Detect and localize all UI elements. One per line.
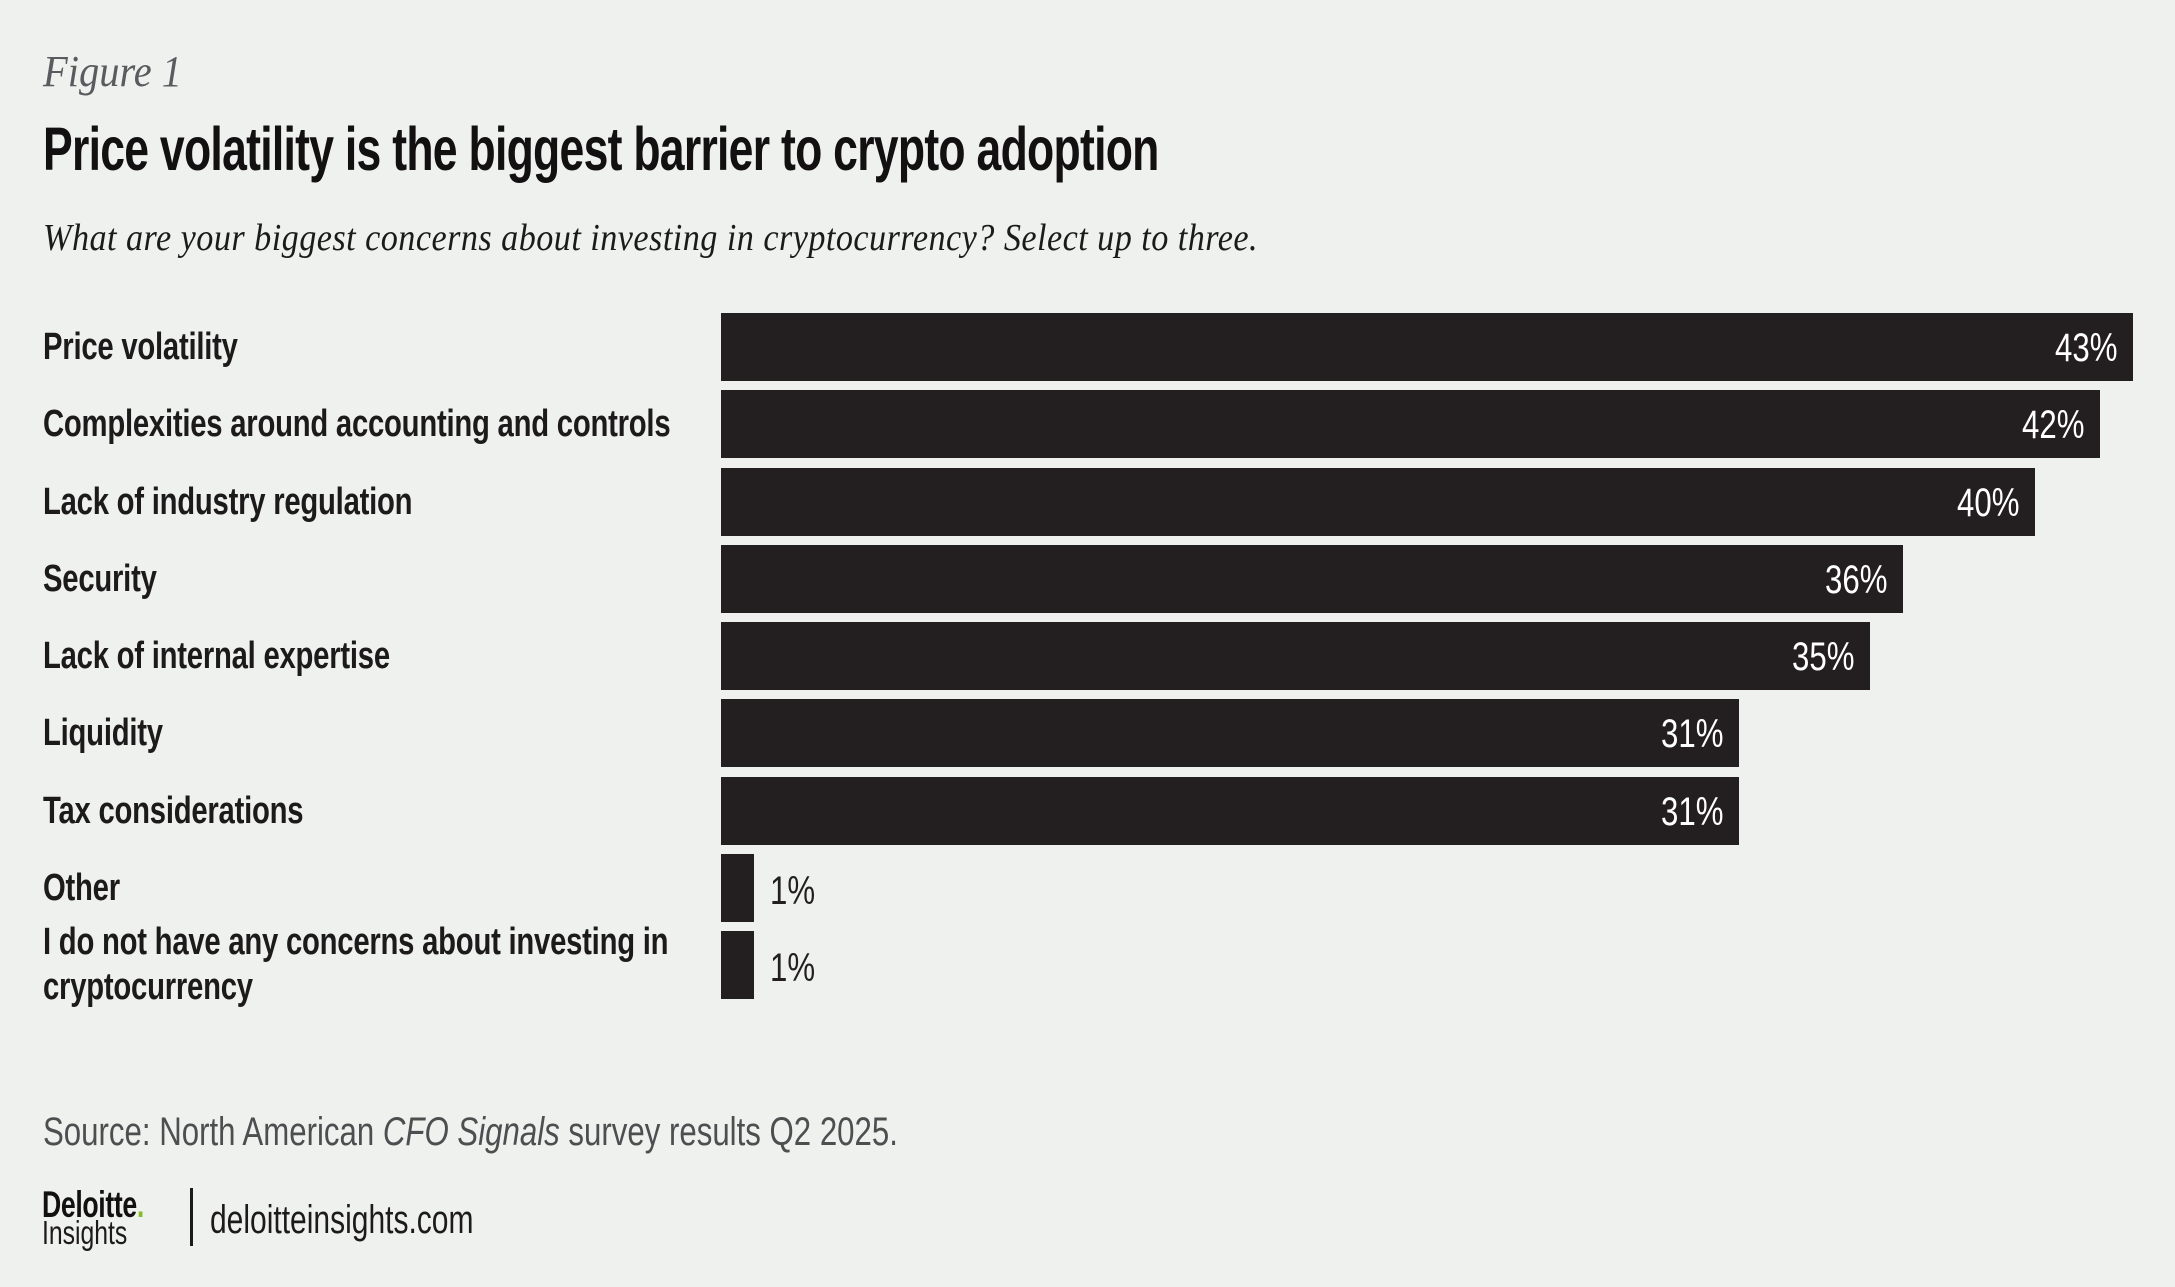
- value-label: 43%: [2054, 326, 2118, 370]
- deloitte-wordmark: Deloitte.: [42, 1184, 144, 1226]
- bar: 36%: [721, 545, 1903, 613]
- bar: 31%: [721, 699, 1739, 767]
- category-label: Tax considerations: [43, 789, 304, 832]
- chart-row: Lack of internal expertise 35%: [0, 622, 2175, 690]
- category-label: I do not have any concerns about investi…: [43, 921, 669, 1008]
- source-note-suffix: survey results Q2 2025.: [559, 1110, 898, 1154]
- deloitte-green-dot-icon: .: [136, 1184, 144, 1225]
- insights-wordmark: Insights: [42, 1214, 128, 1251]
- bar: 43%: [721, 313, 2133, 381]
- figure-number-label: Figure 1: [43, 47, 183, 96]
- value-label: 36%: [1824, 558, 1888, 602]
- chart-row: Other 1%: [0, 854, 2175, 922]
- value-label: 31%: [1660, 712, 1724, 756]
- bar: 42%: [721, 390, 2100, 458]
- category-label: Other: [43, 866, 120, 909]
- deloitte-wordmark-text: Deloitte: [42, 1184, 137, 1225]
- category-label: Complexities around accounting and contr…: [43, 402, 671, 445]
- category-label: Security: [43, 557, 157, 600]
- chart-row: Price volatility 43%: [0, 313, 2175, 381]
- value-label: 1%: [770, 868, 816, 913]
- value-label: 42%: [2021, 403, 2085, 447]
- chart-subtitle: What are your biggest concerns about inv…: [43, 217, 1259, 259]
- bar: [721, 854, 754, 922]
- value-label: 40%: [1956, 481, 2020, 525]
- bar: 35%: [721, 622, 1870, 690]
- chart-row: I do not have any concerns about investi…: [0, 921, 2175, 1008]
- category-label: Price volatility: [43, 325, 238, 368]
- deloitte-insights-url: deloitteinsights.com: [210, 1198, 474, 1242]
- chart-row: Lack of industry regulation 40%: [0, 468, 2175, 536]
- bar: [721, 931, 754, 999]
- value-label: 31%: [1660, 790, 1724, 834]
- value-label: 35%: [1791, 635, 1855, 679]
- category-label: Lack of internal expertise: [43, 634, 390, 677]
- category-label: Lack of industry regulation: [43, 480, 413, 523]
- category-label: Liquidity: [43, 711, 163, 754]
- bar: 40%: [721, 468, 2035, 536]
- bar: 31%: [721, 777, 1739, 845]
- value-label: 1%: [770, 945, 816, 990]
- source-note-survey-name: CFO Signals: [382, 1110, 560, 1154]
- chart-row: Tax considerations 31%: [0, 777, 2175, 845]
- logo-divider: [190, 1188, 193, 1246]
- chart-row: Complexities around accounting and contr…: [0, 390, 2175, 458]
- chart-title: Price volatility is the biggest barrier …: [43, 115, 1159, 183]
- source-note: Source: North American CFO Signals surve…: [43, 1110, 898, 1155]
- chart-row: Security 36%: [0, 545, 2175, 613]
- source-note-prefix: Source: North American: [43, 1110, 383, 1154]
- chart-row: Liquidity 31%: [0, 699, 2175, 767]
